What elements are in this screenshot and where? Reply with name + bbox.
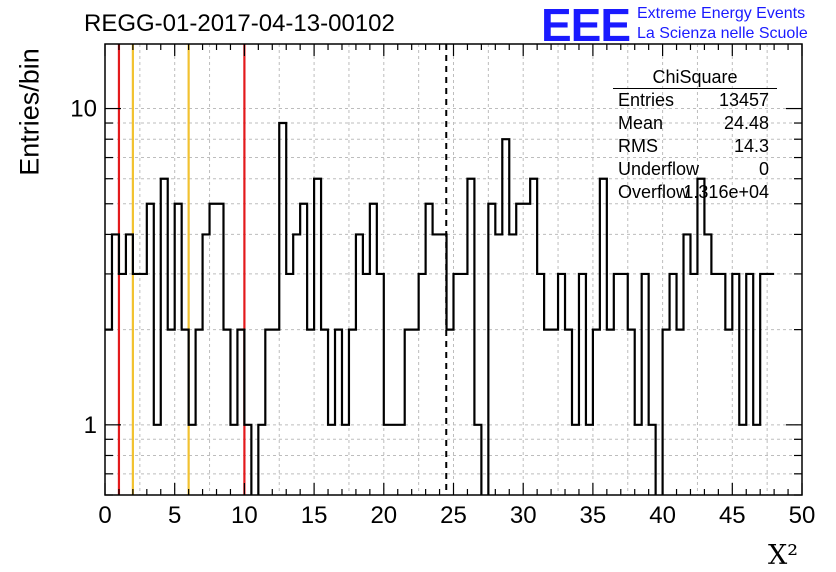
stats-key: RMS <box>618 136 658 156</box>
x-tick-label: 25 <box>440 502 467 529</box>
stats-value: 24.48 <box>723 113 769 133</box>
x-tick-label: 35 <box>580 502 607 529</box>
y-tick-label: 1 <box>84 412 97 439</box>
logo-line-2: La Scienza nelle Scuole <box>637 25 808 42</box>
logo-line-1: Extreme Energy Events <box>637 5 806 22</box>
stats-key: Mean <box>618 113 664 133</box>
stats-title: ChiSquare <box>613 66 777 89</box>
x-axis-label: X² <box>768 540 799 571</box>
x-tick-label: 0 <box>98 502 111 529</box>
x-tick-label: 30 <box>510 502 537 529</box>
x-tick-label: 50 <box>789 502 816 529</box>
x-tick-label: 45 <box>719 502 746 529</box>
stats-key: Entries <box>618 90 675 110</box>
stats-value: 14.3 <box>733 136 769 156</box>
stats-row-overflow: Overflow 1.316e+04 <box>613 181 777 204</box>
stats-value: 13457 <box>718 90 769 110</box>
x-tick-label: 40 <box>649 502 676 529</box>
x-tick-label: 15 <box>301 502 328 529</box>
stats-key: Underflow <box>618 159 700 179</box>
x-tick-label: 5 <box>168 502 181 529</box>
stats-row-underflow: Underflow 0 <box>613 158 777 181</box>
y-axis-label: Entries/bin <box>14 48 45 176</box>
x-tick-label: 20 <box>370 502 397 529</box>
histogram-series <box>105 121 775 495</box>
stats-row-rms: RMS 14.3 <box>613 135 777 158</box>
stats-value: 1.316e+04 <box>683 182 769 202</box>
stats-key: Overflow <box>618 182 690 202</box>
plot-area <box>105 44 802 495</box>
y-tick-label: 10 <box>70 96 97 123</box>
x-tick-label: 10 <box>231 502 258 529</box>
eee-logo-text: Extreme Energy Events La Scienza nelle S… <box>637 4 808 44</box>
stats-box: ChiSquare Entries 13457 Mean 24.48 RMS 1… <box>613 66 777 204</box>
stats-value: 0 <box>758 159 769 179</box>
eee-logo: EEE <box>541 0 631 51</box>
stats-row-entries: Entries 13457 <box>613 89 777 112</box>
stats-row-mean: Mean 24.48 <box>613 112 777 135</box>
run-title: REGG-01-2017-04-13-00102 <box>84 10 395 37</box>
